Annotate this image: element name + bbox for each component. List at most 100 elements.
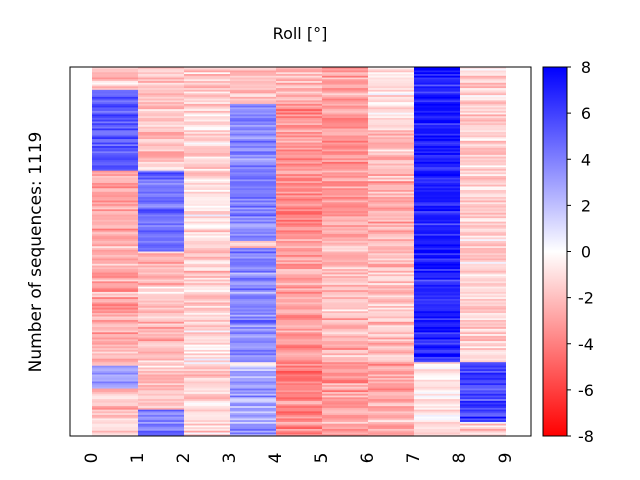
heatmap-cell xyxy=(138,318,184,321)
heatmap-cell xyxy=(414,239,460,242)
heatmap-cell xyxy=(92,200,138,203)
heatmap-cell xyxy=(276,246,322,249)
heatmap-cell xyxy=(92,409,138,412)
heatmap-cell xyxy=(322,219,368,223)
heatmap-cell xyxy=(184,177,230,180)
heatmap-cell xyxy=(322,110,368,114)
heatmap-cell xyxy=(368,309,414,312)
heatmap-cell xyxy=(276,378,322,381)
heatmap-cell xyxy=(460,288,506,291)
heatmap-cell xyxy=(230,161,276,165)
heatmap-cell xyxy=(92,130,138,133)
heatmap-cell xyxy=(138,413,184,416)
heatmap-cell xyxy=(276,230,322,233)
heatmap-cell xyxy=(276,102,322,105)
heatmap-cell xyxy=(322,135,368,138)
heatmap-cell xyxy=(460,341,506,344)
heatmap-cell xyxy=(92,300,138,303)
heatmap-cell xyxy=(276,255,322,258)
heatmap-cell xyxy=(368,414,414,418)
heatmap-cell xyxy=(322,72,368,75)
heatmap-cell xyxy=(184,223,230,226)
heatmap-cell xyxy=(460,139,506,142)
heatmap-cell xyxy=(138,205,184,208)
heatmap-cell xyxy=(230,209,276,212)
heatmap-cell xyxy=(184,86,230,89)
heatmap-cell xyxy=(322,379,368,382)
heatmap-cell xyxy=(138,279,184,282)
heatmap-cell xyxy=(138,316,184,319)
heatmap-cell xyxy=(276,100,322,103)
heatmap-cell xyxy=(138,197,184,200)
heatmap-cell xyxy=(276,330,322,333)
heatmap-cell xyxy=(92,93,138,96)
heatmap-cell xyxy=(460,184,506,187)
heatmap-cell xyxy=(92,167,138,170)
heatmap-cell xyxy=(368,223,414,226)
heatmap-cell xyxy=(184,158,230,161)
heatmap-cell xyxy=(368,290,414,293)
heatmap-cell xyxy=(92,414,138,418)
heatmap-cell xyxy=(460,126,506,129)
y-axis-label: Number of sequences: 1119 xyxy=(26,132,46,373)
heatmap-cell xyxy=(460,256,506,259)
heatmap-cell xyxy=(276,135,322,138)
heatmap-cell xyxy=(184,75,230,78)
heatmap-cell xyxy=(460,163,506,166)
heatmap-cell xyxy=(368,154,414,158)
heatmap-cell xyxy=(460,149,506,152)
heatmap-cell xyxy=(276,304,322,307)
heatmap-cell xyxy=(230,304,276,307)
colorbar-tick-label: -6 xyxy=(578,381,594,400)
heatmap-cell xyxy=(138,420,184,423)
heatmap-cell xyxy=(414,284,460,288)
heatmap-cell xyxy=(460,116,506,119)
heatmap-cell xyxy=(414,335,460,338)
heatmap-cell xyxy=(276,376,322,379)
heatmap-cell xyxy=(460,365,506,368)
heatmap-cell xyxy=(322,247,368,251)
heatmap-cell xyxy=(322,103,368,107)
heatmap-cell xyxy=(138,200,184,203)
heatmap-cell xyxy=(184,399,230,402)
heatmap-cell xyxy=(184,305,230,309)
heatmap-cell xyxy=(276,207,322,210)
heatmap-cell xyxy=(184,130,230,133)
heatmap-cell xyxy=(184,409,230,412)
heatmap-cell xyxy=(414,70,460,73)
heatmap-cell xyxy=(230,142,276,145)
heatmap-cell xyxy=(322,402,368,405)
heatmap-cell xyxy=(460,277,506,281)
heatmap-cell xyxy=(184,197,230,200)
heatmap-cell xyxy=(368,344,414,347)
heatmap-cell xyxy=(184,228,230,231)
heatmap-cell xyxy=(184,269,230,272)
heatmap-cell xyxy=(230,212,276,215)
heatmap-cell xyxy=(184,284,230,288)
heatmap-cell xyxy=(368,72,414,75)
heatmap-cell xyxy=(138,119,184,122)
heatmap-cell xyxy=(230,385,276,388)
heatmap-cell xyxy=(414,82,460,85)
heatmap-cell xyxy=(414,420,460,423)
heatmap-cell xyxy=(184,302,230,305)
heatmap-cell xyxy=(276,190,322,193)
heatmap-cell xyxy=(322,363,368,367)
heatmap-cell xyxy=(138,399,184,402)
heatmap-cell xyxy=(460,378,506,381)
heatmap-cell xyxy=(184,334,230,337)
heatmap-cell xyxy=(138,288,184,291)
heatmap-cell xyxy=(322,102,368,105)
heatmap-cell xyxy=(92,207,138,210)
heatmap-cell xyxy=(276,247,322,251)
heatmap-cell xyxy=(368,147,414,150)
heatmap-cell xyxy=(414,77,460,80)
heatmap-cell xyxy=(414,182,460,186)
heatmap-cell xyxy=(138,228,184,231)
heatmap-cell xyxy=(92,378,138,381)
heatmap-cell xyxy=(322,267,368,270)
heatmap-cell xyxy=(276,67,322,70)
heatmap-cell xyxy=(368,246,414,249)
heatmap-cell xyxy=(322,165,368,168)
heatmap-cell xyxy=(230,328,276,331)
